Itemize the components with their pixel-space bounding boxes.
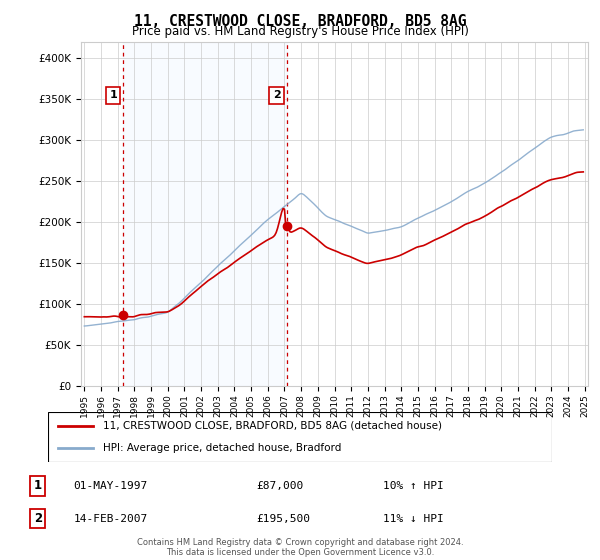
Text: 11% ↓ HPI: 11% ↓ HPI [383,514,443,524]
Text: £87,000: £87,000 [256,481,303,491]
Text: 14-FEB-2007: 14-FEB-2007 [74,514,148,524]
Text: 10% ↑ HPI: 10% ↑ HPI [383,481,443,491]
Text: HPI: Average price, detached house, Bradford: HPI: Average price, detached house, Brad… [103,443,342,453]
Text: £195,500: £195,500 [256,514,310,524]
Bar [123,42,287,386]
Text: 11, CRESTWOOD CLOSE, BRADFORD, BD5 8AG: 11, CRESTWOOD CLOSE, BRADFORD, BD5 8AG [134,14,466,29]
Text: 01-MAY-1997: 01-MAY-1997 [74,481,148,491]
Text: Contains HM Land Registry data © Crown copyright and database right 2024.
This d: Contains HM Land Registry data © Crown c… [137,538,463,557]
Text: 11, CRESTWOOD CLOSE, BRADFORD, BD5 8AG (detached house): 11, CRESTWOOD CLOSE, BRADFORD, BD5 8AG (… [103,421,442,431]
Text: 2: 2 [272,90,280,100]
Text: 1: 1 [34,479,42,492]
Text: 1: 1 [109,90,117,100]
Text: 2: 2 [34,512,42,525]
Text: Price paid vs. HM Land Registry's House Price Index (HPI): Price paid vs. HM Land Registry's House … [131,25,469,38]
